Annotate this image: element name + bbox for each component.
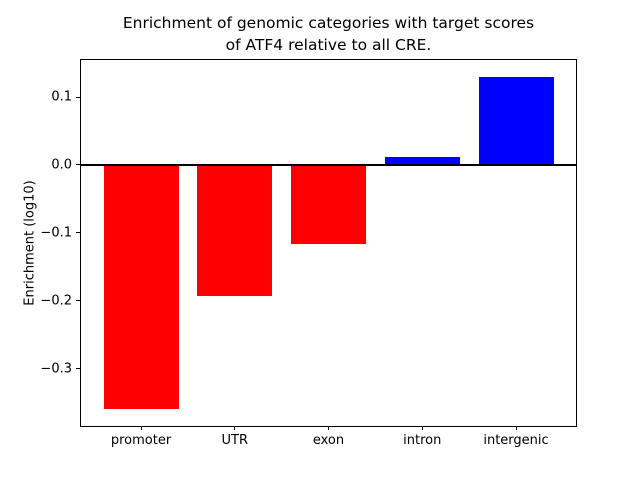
bar-UTR <box>197 164 273 296</box>
x-tick-label-UTR: UTR <box>221 433 249 448</box>
bar-promoter <box>103 164 179 410</box>
x-tick-mark <box>234 426 236 430</box>
x-tick-mark <box>140 426 142 430</box>
x-tick-mark <box>421 426 423 430</box>
x-tick-label-exon: exon <box>312 433 345 448</box>
y-tick-label: 0.0 <box>51 157 72 173</box>
y-tick-label: 0.1 <box>51 89 72 105</box>
chart-title: Enrichment of genomic categories with ta… <box>122 14 535 54</box>
y-tick-label: −0.2 <box>40 293 72 309</box>
x-tick-label-intergenic: intergenic <box>483 433 549 448</box>
zero-line <box>81 163 576 166</box>
y-tick-mark <box>76 300 80 302</box>
y-tick-mark <box>76 232 80 234</box>
y-tick-mark <box>76 164 80 166</box>
bar-intergenic <box>478 76 554 165</box>
plot-area: 0.1 0.0 −0.1 −0.2 −0.3 promoter UTR exon intron i… <box>40 59 577 448</box>
y-tick-mark <box>76 96 80 98</box>
x-tick-label-intron: intron <box>403 433 442 448</box>
bar-exon <box>291 164 366 244</box>
x-tick-mark <box>328 426 329 430</box>
y-tick-mark <box>76 368 80 370</box>
x-tick-label-promoter: promoter <box>110 433 172 448</box>
bar-intron <box>384 157 460 165</box>
x-tick-mark <box>515 426 517 430</box>
y-tick-label: −0.1 <box>40 225 72 241</box>
y-tick-label: −0.3 <box>40 361 72 377</box>
y-axis-label: Enrichment (log10) <box>22 180 38 306</box>
